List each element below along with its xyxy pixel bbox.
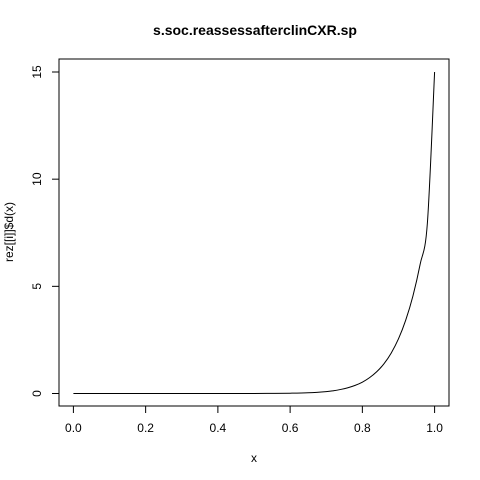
x-axis: 0.0 0.2 0.4 0.6 0.8 1.0: [65, 405, 443, 435]
y-axis-label: rez[[i]]$d(x): [2, 202, 16, 262]
x-tick-label: 0.4: [210, 421, 227, 435]
y-axis: 0 5 10 15: [30, 65, 60, 397]
y-tick-label: 10: [30, 172, 44, 186]
y-tick-label: 5: [30, 283, 44, 290]
x-tick-label: 1.0: [426, 421, 443, 435]
series-line: [73, 71, 436, 395]
x-axis-label: x: [251, 451, 257, 465]
y-tick-label: 15: [30, 65, 44, 79]
x-tick-label: 0.6: [282, 421, 299, 435]
x-tick-label: 0.8: [354, 421, 371, 435]
y-tick-label: 0: [30, 390, 44, 397]
x-tick-label: 0.0: [65, 421, 82, 435]
chart-title: s.soc.reassessafterclinCXR.sp: [153, 22, 357, 38]
x-tick-label: 0.2: [137, 421, 154, 435]
series-layer: [73, 71, 436, 395]
